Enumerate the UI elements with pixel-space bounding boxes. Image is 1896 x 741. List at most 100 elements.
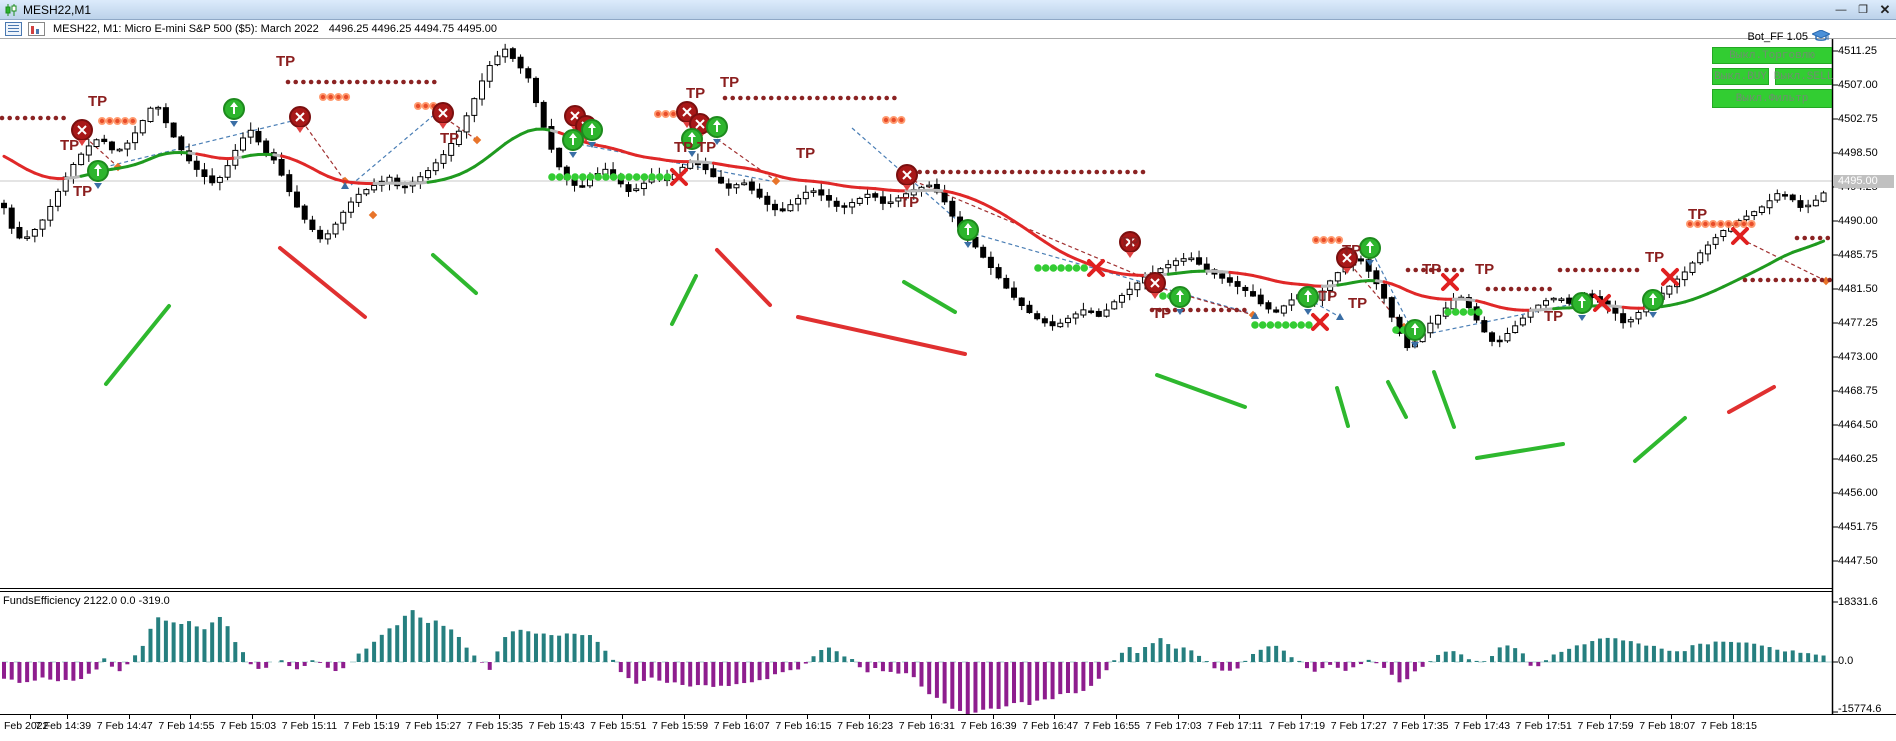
indicator-bar <box>1821 655 1826 662</box>
maximize-button[interactable]: ❐ <box>1858 4 1868 16</box>
candle-body <box>1751 211 1758 217</box>
tp-dot <box>1596 267 1601 273</box>
tp-dot <box>1796 277 1802 283</box>
candle-body <box>209 175 216 184</box>
toggle-sell-button[interactable]: Выкл.SELL <box>1774 68 1833 85</box>
tp-dot <box>1436 267 1442 273</box>
time-axis-label: 7 Feb 16:15 <box>775 720 832 732</box>
indicator-label: FundsEfficiency 2122.0 0.0 -319.0 <box>3 595 170 607</box>
tp-dot <box>1125 169 1130 175</box>
buy-arrow-icon <box>569 152 577 158</box>
indicator-bar <box>302 662 307 666</box>
indicator-bar <box>649 662 654 678</box>
indicator-bar <box>1667 650 1672 662</box>
breakeven-dot <box>1065 264 1073 272</box>
candle-body <box>864 193 871 198</box>
candle-body <box>116 148 123 152</box>
indicator-bar <box>1590 641 1595 662</box>
indicator-bar <box>1759 645 1764 662</box>
candle-body <box>764 195 771 205</box>
candle-body <box>856 197 863 204</box>
toggle-trading-button[interactable]: Выкл.Торговлю <box>1712 47 1832 64</box>
indicator-bar <box>1065 662 1070 694</box>
indicator-bar <box>719 662 724 686</box>
tp-dot <box>1750 277 1755 283</box>
tp-dot <box>416 79 422 85</box>
candle-body <box>933 183 940 193</box>
ohlc-values: 4496.25 4496.25 4494.75 4495.00 <box>328 23 497 35</box>
candle-body <box>186 150 193 162</box>
breakeven-dot <box>1451 308 1460 316</box>
time-axis-label: 7 Feb 18:15 <box>1700 720 1757 732</box>
tp-dot <box>30 115 36 121</box>
candle-body <box>540 101 547 128</box>
breakeven-dot <box>548 173 556 181</box>
candle-body <box>363 189 370 195</box>
tp-dot <box>432 79 437 85</box>
trend-line-green <box>902 280 957 314</box>
candle-body <box>1758 206 1765 213</box>
graduation-cap-icon[interactable] <box>1812 30 1830 43</box>
candle-body <box>1118 294 1125 303</box>
close-button[interactable]: ✕ <box>1879 1 1891 17</box>
indicator-bar <box>1474 660 1479 662</box>
time-tick <box>1486 715 1488 719</box>
sell-signal-glyph <box>1125 237 1135 247</box>
time-axis-label: 7 Feb 17:03 <box>1145 720 1202 732</box>
time-axis[interactable]: Feb 2022 7 Feb 14:39 7 Feb 14:47 7 Feb 14:5… <box>0 715 1896 741</box>
market-watch-icon[interactable] <box>5 22 22 36</box>
price-axis-label: 4507.00 <box>1838 79 1878 91</box>
indicator-bar <box>217 616 222 662</box>
time-axis-label: 7 Feb 16:39 <box>960 720 1017 732</box>
trend-line-green <box>431 253 478 295</box>
candle-body <box>1789 194 1796 201</box>
indicator-bar <box>865 662 870 673</box>
candle-body <box>1196 257 1203 265</box>
entry-glow-dot-core <box>663 111 668 117</box>
tp-label: TP <box>900 194 919 211</box>
indicator-bar <box>25 662 30 683</box>
buy-arrow-icon <box>1176 309 1184 315</box>
candle-body <box>24 236 31 239</box>
tp-dot <box>730 95 735 101</box>
indicator-bar <box>1351 662 1356 668</box>
tp-dot <box>1765 277 1771 283</box>
candle-body <box>301 205 308 220</box>
chart-type-icon[interactable] <box>28 22 45 36</box>
tp-dot <box>1211 307 1216 313</box>
breakeven-dot <box>1467 308 1475 316</box>
indicator-bar <box>672 662 677 683</box>
candle-body <box>795 197 802 205</box>
tp-dot <box>401 79 406 85</box>
tp-dot <box>1421 267 1426 273</box>
indicator-bar <box>1366 659 1371 662</box>
time-axis-label: 7 Feb 17:59 <box>1577 720 1634 732</box>
indicator-bar <box>803 662 808 664</box>
tp-dot <box>1802 235 1807 241</box>
candle-body <box>1427 322 1434 334</box>
time-axis-label: 7 Feb 17:35 <box>1392 720 1449 732</box>
indicator-bar <box>9 662 14 680</box>
buy-signal-glyph <box>94 164 102 169</box>
tp-dot <box>1603 267 1609 273</box>
tp-dot <box>1017 169 1023 175</box>
indicator-bar <box>487 662 492 670</box>
indicator-bar <box>63 662 68 680</box>
ma-line <box>480 154 492 164</box>
indicator-bar <box>202 629 207 662</box>
toggle-buy-button[interactable]: Выкл.BUY <box>1712 68 1769 85</box>
candle-body <box>1465 297 1472 309</box>
candle-body <box>309 219 316 230</box>
indicator-bar <box>433 620 438 662</box>
breakeven-dot <box>648 173 656 181</box>
tp-dot <box>799 95 805 101</box>
indicator-bar <box>1343 662 1348 671</box>
tp-dot <box>807 95 812 101</box>
tp-dot <box>1056 169 1061 175</box>
breakeven-dot <box>571 173 579 181</box>
toggle-filter-button[interactable]: Выкл.Фильтр <box>1712 89 1832 108</box>
tp-dot <box>1094 169 1100 175</box>
tp-dot <box>1117 169 1123 175</box>
minimize-button[interactable]: — <box>1835 3 1847 16</box>
